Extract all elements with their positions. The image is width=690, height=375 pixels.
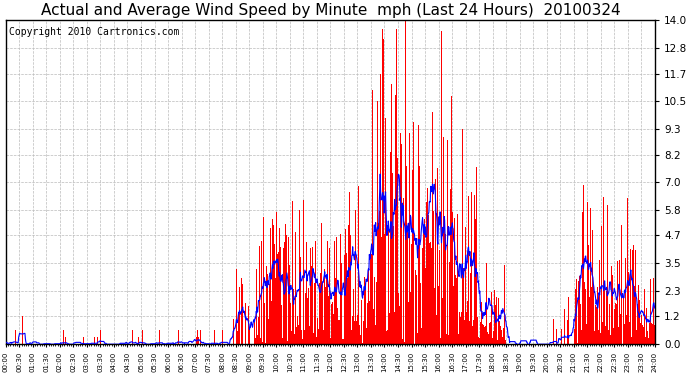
- Text: Copyright 2010 Cartronics.com: Copyright 2010 Cartronics.com: [9, 27, 179, 37]
- Title: Actual and Average Wind Speed by Minute  mph (Last 24 Hours)  20100324: Actual and Average Wind Speed by Minute …: [41, 3, 620, 18]
